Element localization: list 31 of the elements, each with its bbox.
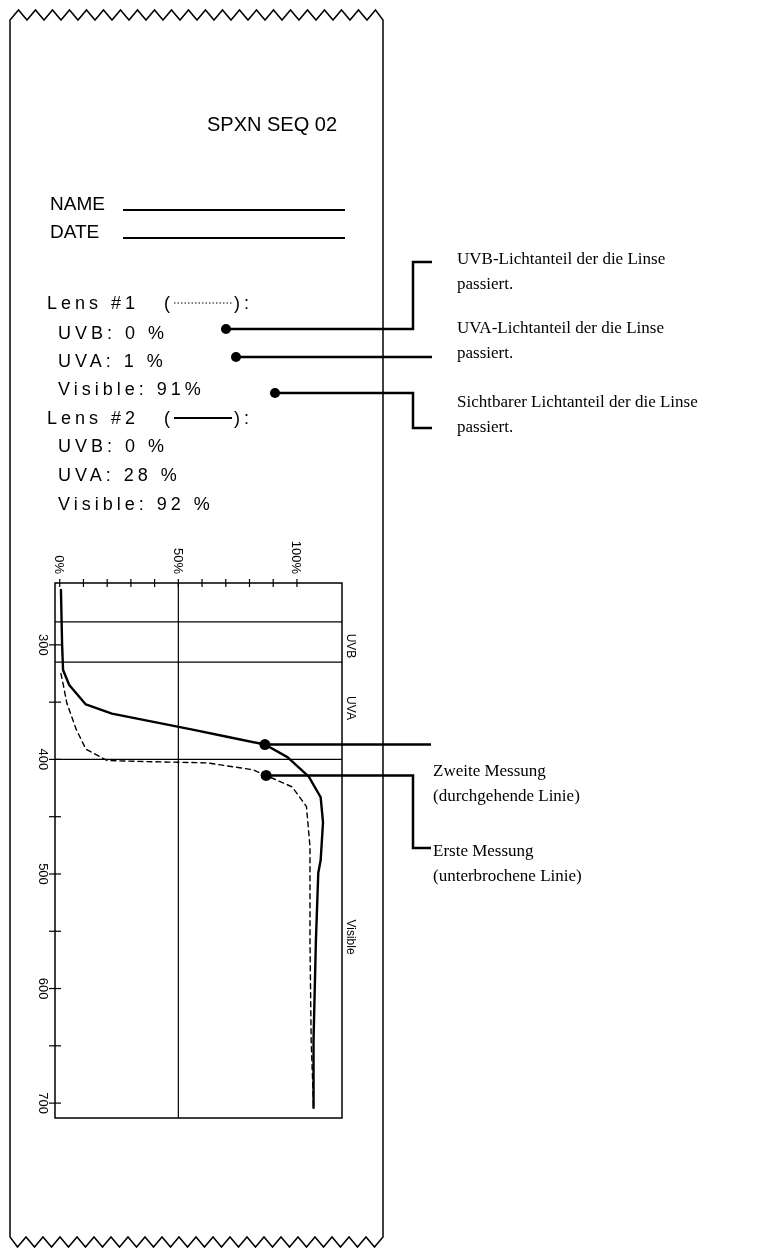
text: Visible xyxy=(344,919,358,955)
text: UVA-Lichtanteil der die Linse passiert. xyxy=(457,318,664,362)
text: SPXN SEQ 02 xyxy=(207,113,338,135)
text: Sichtbarer Lichtanteil der die Linse passiert. xyxy=(457,392,698,436)
annotation: Zweite Messung (durchgehende Linie) xyxy=(433,761,580,805)
x-tick-label: 50% xyxy=(170,547,186,575)
legend-label: Lens #2 xyxy=(47,408,140,428)
y-tick-label: 500 xyxy=(35,863,51,885)
text: ): xyxy=(234,293,253,313)
y-tick-label: 300 xyxy=(35,634,51,656)
text: ( xyxy=(164,408,174,428)
text: ): xyxy=(234,408,253,428)
text: UVB: 0 % xyxy=(58,436,169,456)
text: DATE xyxy=(50,221,100,242)
x-tick-label: 100% xyxy=(289,540,305,575)
text: UVA xyxy=(344,696,358,720)
text: Visible: 92 % xyxy=(58,494,214,514)
legend-label: Lens #1 xyxy=(47,293,140,313)
text: UVA: 28 % xyxy=(58,465,181,485)
y-tick-label: 700 xyxy=(35,1092,51,1114)
text: NAME xyxy=(50,193,105,214)
y-tick-label: 400 xyxy=(35,748,51,771)
annotation: Erste Messung (unterbrochene Linie) xyxy=(433,841,582,885)
y-tick-label: 600 xyxy=(35,977,51,1000)
text: UVA: 1 % xyxy=(58,351,167,371)
x-tick-label: 0% xyxy=(52,555,68,575)
text: UVB xyxy=(344,633,358,659)
text: Visible: 91% xyxy=(58,379,205,399)
text: UVB-Lichtanteil der die Linse passiert. xyxy=(457,249,666,293)
text: UVB: 0 % xyxy=(58,323,169,343)
text: ( xyxy=(164,293,174,313)
